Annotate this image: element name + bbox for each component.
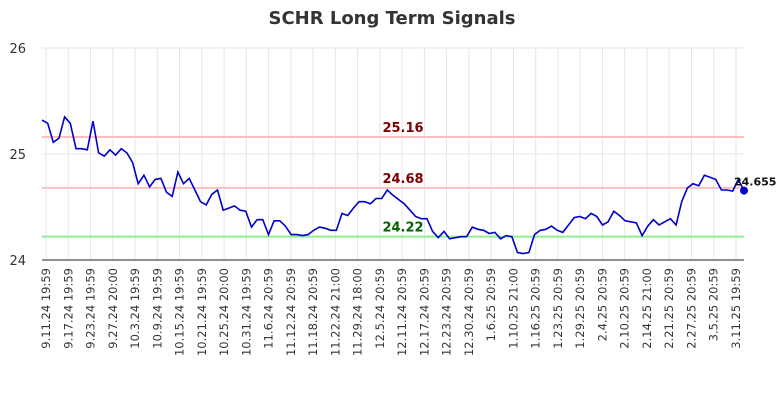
x-tick-label: 12.11.24 20:59 — [395, 268, 409, 356]
x-tick-label: 10.3.24 19:59 — [128, 268, 142, 349]
x-tick-label: 12.30.24 20:59 — [462, 268, 476, 356]
axes: 24 25 26 9.11.24 19:59 9.17.24 19:59 9.23.24 … — [9, 42, 744, 356]
x-tick-label: 11.6.24 20:59 — [262, 268, 276, 349]
x-tick-label: 1.23.25 20:59 — [551, 268, 565, 349]
x-tick-label: 9.27.24 20:00 — [106, 268, 120, 349]
chart-title: SCHR Long Term Signals — [268, 8, 516, 29]
x-tick-label: 2.27.25 20:59 — [684, 268, 698, 349]
x-tick-label: 10.31.24 19:59 — [239, 268, 253, 356]
x-tick-label: 10.9.24 19:59 — [150, 268, 164, 349]
price-line — [41, 115, 745, 255]
signal-labels: 25.16 24.68 24.22 24.655 — [382, 121, 776, 236]
x-tick-label: 3.5.25 20:59 — [707, 268, 721, 341]
y-tick-label: 26 — [9, 42, 26, 57]
x-tick-label: 11.29.24 18:00 — [351, 268, 365, 356]
last-value-label: 24.655 — [734, 176, 776, 189]
signal-label: 25.16 — [382, 121, 423, 136]
x-tick-label: 12.23.24 20:59 — [440, 268, 454, 356]
x-tick-label: 2.21.25 20:59 — [662, 268, 676, 349]
x-tick-label: 2.10.25 20:59 — [618, 268, 632, 349]
x-tick-label: 10.25.24 20:00 — [217, 268, 231, 356]
x-tick-label: 3.11.25 19:59 — [729, 268, 743, 349]
x-tick-label: 1.6.25 20:59 — [484, 268, 498, 341]
x-tick-label: 1.10.25 21:00 — [506, 268, 520, 349]
x-tick-label: 12.5.24 20:59 — [373, 268, 387, 349]
x-tick-label: 10.15.24 19:59 — [173, 268, 187, 356]
x-tick-label: 1.16.25 20:59 — [529, 268, 543, 349]
signal-lines — [42, 136, 744, 238]
x-tick-label: 9.17.24 19:59 — [61, 268, 75, 349]
x-tick-label: 9.23.24 19:59 — [84, 268, 98, 349]
x-tick-label: 2.4.25 20:59 — [595, 268, 609, 341]
signal-label: 24.22 — [382, 221, 423, 236]
series-layer — [41, 115, 748, 255]
x-tick-label: 11.22.24 21:00 — [328, 268, 342, 356]
x-tick-label: 11.12.24 20:59 — [284, 268, 298, 356]
y-tick-label: 25 — [9, 148, 26, 163]
signal-label: 24.68 — [382, 172, 423, 187]
x-tick-label: 10.21.24 19:59 — [195, 268, 209, 356]
grid-lines — [42, 47, 744, 260]
y-tick-label: 24 — [9, 254, 26, 269]
last-point-marker — [740, 186, 748, 195]
x-tick-label: 9.11.24 19:59 — [39, 268, 53, 349]
x-tick-label: 1.29.25 20:59 — [573, 268, 587, 349]
x-tick-label: 11.18.24 20:59 — [306, 268, 320, 356]
x-tick-label: 2.14.25 21:00 — [640, 268, 654, 349]
x-tick-label: 12.17.24 20:59 — [417, 268, 431, 356]
